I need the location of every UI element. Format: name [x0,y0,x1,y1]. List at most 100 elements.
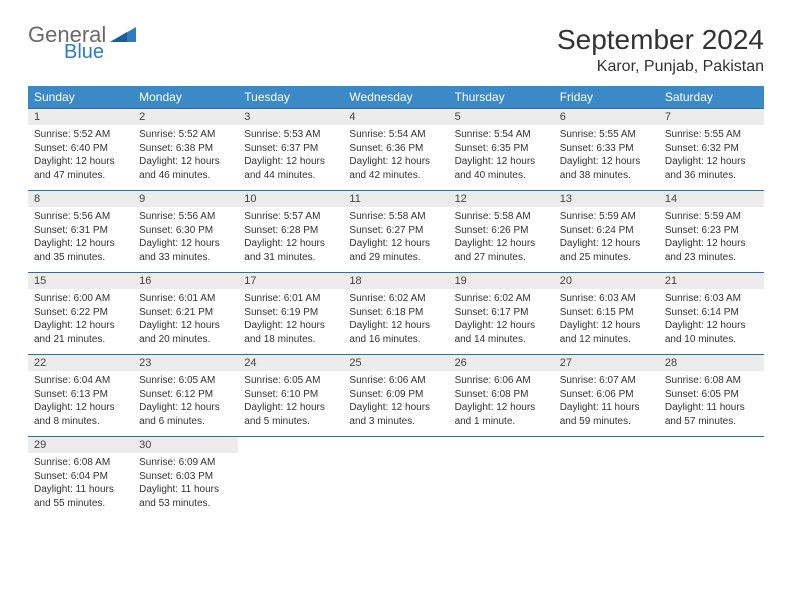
day-info-row: Sunrise: 5:52 AMSunset: 6:40 PM Daylight:… [28,125,764,191]
sunset-text: Sunset: 6:36 PM [349,142,442,156]
daylight-text: Daylight: 12 hours [244,237,337,251]
daylight-text: and 44 minutes. [244,169,337,183]
day-number-row: 891011121314 [28,191,764,208]
daylight-text: and 35 minutes. [34,251,127,265]
sunrise-text: Sunrise: 5:56 AM [139,210,232,224]
sunset-text: Sunset: 6:35 PM [455,142,548,156]
daylight-text: and 25 minutes. [560,251,653,265]
sunrise-text: Sunrise: 5:59 AM [560,210,653,224]
day-number: 1 [28,109,133,126]
daylight-text: Daylight: 12 hours [139,155,232,169]
day-info: Sunrise: 6:03 AMSunset: 6:15 PMDaylight:… [554,289,659,355]
daylight-text: and 14 minutes. [455,333,548,347]
day-info-row: Sunrise: 6:00 AMSunset: 6:22 PMDaylight:… [28,289,764,355]
sunset-text: Sunset: 6:23 PM [665,224,758,238]
daylight-text: Daylight: 12 hours [244,401,337,415]
daylight-text: Daylight: 12 hours [455,401,548,415]
day-number: 26 [449,355,554,372]
weekday-header: Monday [133,86,238,109]
day-number: 6 [554,109,659,126]
daylight-text: Daylight: 12 hours [244,319,337,333]
day-info: Sunrise: 6:00 AMSunset: 6:22 PMDaylight:… [28,289,133,355]
daylight-text: and 5 minutes. [244,415,337,429]
day-info: Sunrise: 5:52 AMSunset: 6:38 PMDaylight:… [133,125,238,191]
sunrise-text: Sunrise: 5:54 AM [349,128,442,142]
day-info: Sunrise: 5:58 AMSunset: 6:26 PMDaylight:… [449,207,554,273]
day-info: Sunrise: 6:06 AMSunset: 6:08 PMDaylight:… [449,371,554,437]
day-number: 18 [343,273,448,290]
sunset-text: Sunset: 6:04 PM [34,470,127,484]
location: Karor, Punjab, Pakistan [557,58,764,76]
daylight-text: and 38 minutes. [560,169,653,183]
day-number [238,437,343,454]
day-info: Sunrise: 5:58 AMSunset: 6:27 PMDaylight:… [343,207,448,273]
day-info [554,453,659,518]
sunrise-text: Sunrise: 5:53 AM [244,128,337,142]
daylight-text: and 57 minutes. [665,415,758,429]
daylight-text: Daylight: 12 hours [349,237,442,251]
day-number: 9 [133,191,238,208]
daylight-text: and 16 minutes. [349,333,442,347]
daylight-text: Daylight: 12 hours [560,319,653,333]
sunset-text: Sunset: 6:26 PM [455,224,548,238]
weekday-header-row: Sunday Monday Tuesday Wednesday Thursday… [28,86,764,109]
day-number: 24 [238,355,343,372]
sunset-text: Sunset: 6:24 PM [560,224,653,238]
day-number: 4 [343,109,448,126]
day-info: Sunrise: 5:54 AMSunset: 6:35 PMDaylight:… [449,125,554,191]
daylight-text: and 18 minutes. [244,333,337,347]
day-number: 21 [659,273,764,290]
day-info: Sunrise: 6:02 AMSunset: 6:18 PMDaylight:… [343,289,448,355]
sunrise-text: Sunrise: 6:09 AM [139,456,232,470]
weekday-header: Saturday [659,86,764,109]
day-info [343,453,448,518]
day-number-row: 15161718192021 [28,273,764,290]
day-info: Sunrise: 5:55 AMSunset: 6:32 PMDaylight:… [659,125,764,191]
day-info: Sunrise: 5:56 AMSunset: 6:31 PMDaylight:… [28,207,133,273]
sunrise-text: Sunrise: 5:58 AM [455,210,548,224]
sunrise-text: Sunrise: 5:56 AM [34,210,127,224]
daylight-text: and 21 minutes. [34,333,127,347]
day-info [238,453,343,518]
sunrise-text: Sunrise: 6:04 AM [34,374,127,388]
day-number [343,437,448,454]
day-number: 27 [554,355,659,372]
daylight-text: and 46 minutes. [139,169,232,183]
day-info-row: Sunrise: 5:56 AMSunset: 6:31 PMDaylight:… [28,207,764,273]
sunrise-text: Sunrise: 6:05 AM [139,374,232,388]
daylight-text: Daylight: 11 hours [560,401,653,415]
weekday-header: Friday [554,86,659,109]
daylight-text: and 33 minutes. [139,251,232,265]
daylight-text: and 31 minutes. [244,251,337,265]
daylight-text: and 40 minutes. [455,169,548,183]
daylight-text: Daylight: 12 hours [665,237,758,251]
logo-word2: Blue [64,42,106,62]
day-info: Sunrise: 5:59 AMSunset: 6:23 PMDaylight:… [659,207,764,273]
daylight-text: Daylight: 12 hours [665,319,758,333]
sunset-text: Sunset: 6:37 PM [244,142,337,156]
title-block: September 2024 Karor, Punjab, Pakistan [557,24,764,76]
sunset-text: Sunset: 6:18 PM [349,306,442,320]
day-number: 22 [28,355,133,372]
daylight-text: Daylight: 12 hours [349,401,442,415]
day-info: Sunrise: 5:54 AMSunset: 6:36 PMDaylight:… [343,125,448,191]
weekday-header: Tuesday [238,86,343,109]
month-title: September 2024 [557,24,764,56]
sunrise-text: Sunrise: 6:03 AM [560,292,653,306]
logo: General Blue [28,24,136,62]
sunset-text: Sunset: 6:40 PM [34,142,127,156]
sunset-text: Sunset: 6:06 PM [560,388,653,402]
triangle-icon [110,27,136,50]
sunrise-text: Sunrise: 6:07 AM [560,374,653,388]
daylight-text: Daylight: 12 hours [139,401,232,415]
day-info: Sunrise: 5:56 AMSunset: 6:30 PMDaylight:… [133,207,238,273]
day-info: Sunrise: 6:08 AMSunset: 6:05 PMDaylight:… [659,371,764,437]
sunset-text: Sunset: 6:17 PM [455,306,548,320]
sunrise-text: Sunrise: 5:52 AM [34,128,127,142]
sunrise-text: Sunrise: 6:08 AM [34,456,127,470]
day-info: Sunrise: 6:05 AMSunset: 6:10 PMDaylight:… [238,371,343,437]
day-info: Sunrise: 6:03 AMSunset: 6:14 PMDaylight:… [659,289,764,355]
daylight-text: Daylight: 12 hours [34,237,127,251]
daylight-text: and 29 minutes. [349,251,442,265]
daylight-text: and 27 minutes. [455,251,548,265]
